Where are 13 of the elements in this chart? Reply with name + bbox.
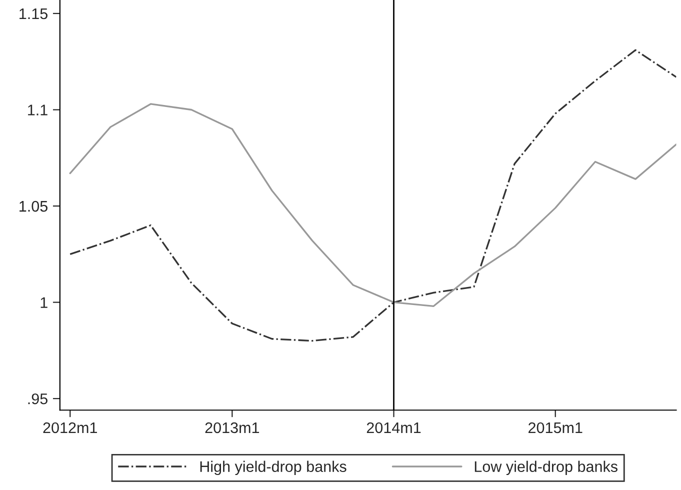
x-tick-label: 2012m1 [43, 422, 97, 434]
line-series [69, 49, 676, 342]
x-tick-label: 2014m1 [366, 422, 421, 434]
x-tick-label: 2013m1 [205, 422, 260, 434]
line-series [69, 103, 676, 307]
y-tick-label: 1.1 [28, 104, 48, 116]
x-tick-label: 2015m1 [528, 422, 582, 434]
y-tick-label: .95 [28, 393, 48, 404]
y-tick-label: 1.15 [20, 8, 48, 20]
y-tick-label: 1 [40, 297, 48, 308]
y-tick-label: 1.05 [20, 200, 48, 212]
legend-label: High yield-drop banks [200, 460, 346, 476]
legend-label: Low yield-drop banks [474, 460, 618, 476]
